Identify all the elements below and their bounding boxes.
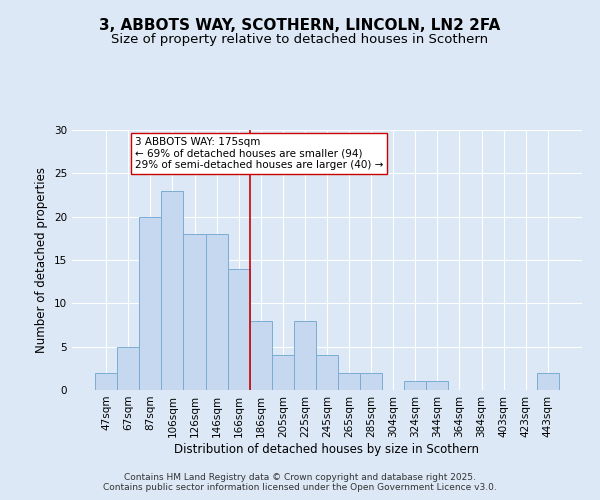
Bar	[272, 356, 294, 390]
Text: Size of property relative to detached houses in Scothern: Size of property relative to detached ho…	[112, 32, 488, 46]
X-axis label: Distribution of detached houses by size in Scothern: Distribution of detached houses by size …	[175, 442, 479, 456]
Bar	[360, 372, 382, 390]
Bar	[338, 372, 360, 390]
Bar	[316, 356, 338, 390]
Text: 3, ABBOTS WAY, SCOTHERN, LINCOLN, LN2 2FA: 3, ABBOTS WAY, SCOTHERN, LINCOLN, LN2 2F…	[100, 18, 500, 32]
Bar	[139, 216, 161, 390]
Bar	[117, 346, 139, 390]
Bar	[404, 382, 427, 390]
Bar	[427, 382, 448, 390]
Bar	[95, 372, 117, 390]
Y-axis label: Number of detached properties: Number of detached properties	[35, 167, 49, 353]
Text: Contains HM Land Registry data © Crown copyright and database right 2025.
Contai: Contains HM Land Registry data © Crown c…	[103, 473, 497, 492]
Bar	[206, 234, 227, 390]
Bar	[161, 190, 184, 390]
Bar	[537, 372, 559, 390]
Bar	[250, 320, 272, 390]
Bar	[184, 234, 206, 390]
Bar	[227, 268, 250, 390]
Bar	[294, 320, 316, 390]
Text: 3 ABBOTS WAY: 175sqm
← 69% of detached houses are smaller (94)
29% of semi-detac: 3 ABBOTS WAY: 175sqm ← 69% of detached h…	[135, 137, 383, 170]
